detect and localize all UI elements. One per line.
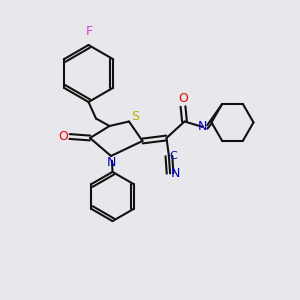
Text: N: N [171,167,180,180]
Text: S: S [132,110,140,123]
Text: O: O [178,92,188,106]
Text: C: C [169,151,177,161]
Text: N: N [198,120,207,134]
Text: F: F [85,25,93,38]
Text: O: O [58,130,68,143]
Text: N: N [106,155,116,169]
